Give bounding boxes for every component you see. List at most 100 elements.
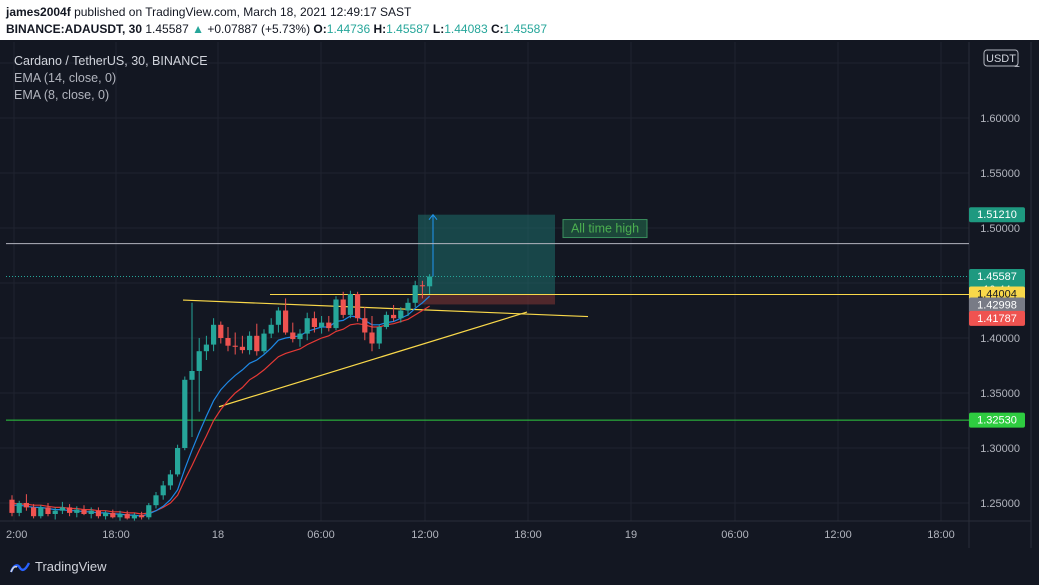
candle-body — [297, 333, 303, 340]
candle — [182, 376, 188, 451]
candle — [232, 332, 238, 355]
price-label-text: 1.51210 — [977, 209, 1017, 221]
candle-body — [16, 503, 22, 513]
close-value: 1.45587 — [503, 22, 548, 36]
candle-body — [427, 276, 433, 287]
candle-body — [290, 332, 296, 340]
candle-body — [232, 345, 238, 347]
candle-body — [203, 344, 209, 352]
time-tick-label: 18:00 — [514, 529, 542, 541]
symbol-name: BINANCE:ADAUSDT, 30 — [6, 22, 143, 36]
candle — [333, 296, 339, 331]
price-tick-label: 1.35000 — [980, 388, 1020, 400]
price-labels: 1.512101.4558710:441.440041.429981.41787… — [969, 207, 1025, 428]
time-tick-label: 18 — [212, 529, 224, 541]
candle — [95, 507, 101, 519]
candle-body — [319, 322, 325, 327]
candle-body — [131, 515, 137, 519]
candle — [326, 316, 332, 332]
candle — [103, 510, 109, 520]
candle-body — [405, 302, 411, 311]
candle — [225, 327, 231, 352]
candle — [23, 494, 29, 511]
candle-body — [31, 507, 37, 517]
candle-body — [275, 310, 281, 325]
author-name[interactable]: james2004f — [6, 5, 71, 19]
price-tick-label: 1.55000 — [980, 168, 1020, 180]
candle-body — [23, 503, 29, 508]
candle — [319, 316, 325, 334]
price-label-text: 1.44004 — [977, 288, 1017, 300]
candle — [124, 510, 130, 520]
price-label-text: 1.32530 — [977, 415, 1017, 427]
price-label-text: 1.41787 — [977, 313, 1017, 325]
candle-body — [81, 509, 87, 514]
tradingview-logo-icon — [10, 561, 30, 572]
price-axis: 1.250001.300001.350001.400001.450001.500… — [980, 49, 1020, 510]
candle-body — [398, 310, 404, 319]
price-label-box — [969, 207, 1025, 223]
currency-button[interactable] — [983, 49, 1019, 67]
candle — [412, 280, 418, 308]
candle — [45, 503, 51, 517]
candle — [110, 509, 116, 519]
time-tick-label: 06:00 — [721, 529, 749, 541]
candle-body — [333, 299, 339, 329]
legend-ema-14[interactable]: EMA (14, close, 0) — [14, 71, 117, 85]
candle — [362, 307, 368, 341]
candle — [81, 505, 87, 516]
candle-body — [304, 318, 310, 334]
candle-body — [391, 314, 397, 319]
time-tick-label: 2:00 — [6, 529, 27, 541]
candle — [254, 323, 260, 356]
publish-header: james2004f published on TradingView.com,… — [0, 0, 1039, 40]
candle-body — [347, 294, 353, 315]
candle — [304, 312, 310, 341]
candle — [261, 329, 267, 354]
candle — [189, 302, 195, 437]
loss-zone — [418, 294, 555, 305]
candle-body — [59, 507, 65, 511]
time-tick-label: 18:00 — [102, 529, 130, 541]
candle-body — [153, 495, 159, 506]
candle-body — [139, 515, 145, 518]
tradingview-brand[interactable]: TradingView — [10, 559, 107, 574]
price-label-box — [969, 310, 1025, 326]
candle — [239, 335, 245, 354]
candle — [67, 504, 73, 517]
candle-body — [261, 333, 267, 352]
candle-body — [383, 314, 389, 327]
candle — [211, 318, 217, 352]
candle — [146, 503, 152, 520]
change-arrow-icon: ▲ — [192, 22, 204, 36]
legend-ema-8[interactable]: EMA (8, close, 0) — [14, 88, 110, 102]
candle — [311, 311, 317, 333]
close-label: C: — [490, 22, 504, 36]
candle — [268, 318, 274, 338]
candle-body — [247, 335, 253, 351]
candle — [347, 290, 353, 319]
time-tick-label: 18:00 — [927, 529, 955, 541]
legend-symbol[interactable]: Cardano / TetherUS, 30, BINANCE — [14, 54, 208, 68]
candle — [117, 510, 123, 521]
candle — [153, 492, 159, 509]
candle-body — [196, 351, 202, 371]
candle-body — [38, 507, 44, 517]
candle-body — [117, 514, 123, 518]
candle-body — [419, 285, 425, 287]
candle-body — [160, 485, 166, 496]
candle-body — [225, 338, 231, 346]
time-tick-label: 19 — [625, 529, 637, 541]
candle-body — [211, 324, 217, 345]
candle-body — [52, 510, 58, 514]
candle-body — [268, 324, 274, 334]
candle — [88, 507, 94, 519]
candle — [160, 481, 166, 500]
candle-body — [9, 499, 15, 513]
candle-body — [239, 346, 245, 351]
chart-area[interactable] — [0, 40, 1039, 585]
chart-legend: Cardano / TetherUS, 30, BINANCE EMA (14,… — [14, 53, 208, 104]
candle-body — [218, 324, 224, 338]
candle-body — [74, 509, 80, 513]
